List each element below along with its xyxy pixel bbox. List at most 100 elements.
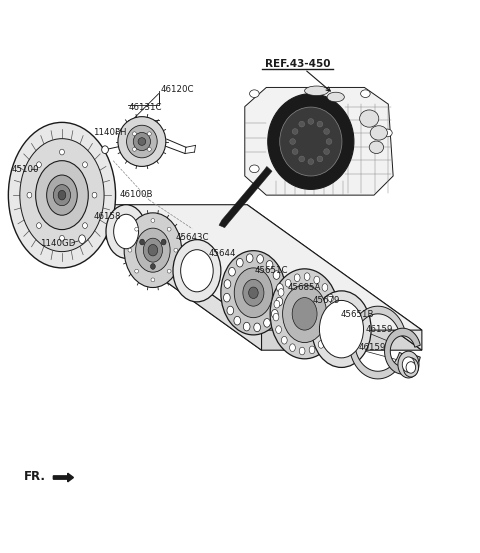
- Ellipse shape: [273, 271, 280, 279]
- Polygon shape: [349, 306, 405, 379]
- Ellipse shape: [138, 138, 146, 145]
- Ellipse shape: [320, 300, 363, 358]
- Text: 46120C: 46120C: [161, 85, 194, 95]
- Text: 45100: 45100: [11, 165, 39, 174]
- Ellipse shape: [224, 293, 230, 302]
- Ellipse shape: [144, 238, 162, 262]
- Text: 46159: 46159: [359, 343, 386, 352]
- Ellipse shape: [20, 139, 104, 252]
- Text: FR.: FR.: [24, 470, 46, 483]
- Ellipse shape: [53, 185, 71, 206]
- Ellipse shape: [370, 126, 387, 140]
- Ellipse shape: [27, 192, 32, 198]
- Ellipse shape: [228, 268, 235, 276]
- Polygon shape: [87, 205, 262, 350]
- Ellipse shape: [264, 319, 270, 327]
- Ellipse shape: [237, 258, 243, 267]
- Ellipse shape: [280, 107, 342, 176]
- Ellipse shape: [133, 132, 151, 150]
- Ellipse shape: [8, 122, 116, 268]
- Ellipse shape: [292, 129, 298, 134]
- Ellipse shape: [360, 90, 370, 97]
- Ellipse shape: [114, 214, 139, 249]
- Ellipse shape: [234, 268, 273, 317]
- Ellipse shape: [308, 118, 314, 124]
- Ellipse shape: [60, 149, 64, 155]
- Ellipse shape: [324, 149, 329, 154]
- Ellipse shape: [329, 320, 335, 327]
- Ellipse shape: [276, 326, 281, 333]
- Ellipse shape: [102, 146, 108, 154]
- Ellipse shape: [127, 126, 157, 158]
- Ellipse shape: [308, 159, 314, 164]
- Ellipse shape: [314, 276, 320, 284]
- Ellipse shape: [135, 227, 139, 231]
- Ellipse shape: [276, 284, 283, 292]
- Ellipse shape: [328, 294, 334, 302]
- Ellipse shape: [318, 341, 324, 348]
- Ellipse shape: [250, 90, 259, 97]
- Ellipse shape: [317, 121, 323, 127]
- Ellipse shape: [124, 213, 181, 288]
- Ellipse shape: [278, 289, 284, 296]
- Ellipse shape: [135, 269, 139, 273]
- Ellipse shape: [285, 279, 291, 287]
- Ellipse shape: [304, 273, 310, 280]
- Ellipse shape: [324, 129, 329, 134]
- Ellipse shape: [402, 357, 415, 372]
- Ellipse shape: [132, 148, 136, 151]
- Text: 46158: 46158: [94, 212, 121, 221]
- Ellipse shape: [309, 346, 315, 354]
- Text: 1140FH: 1140FH: [93, 128, 126, 137]
- FancyArrow shape: [53, 473, 73, 482]
- Ellipse shape: [274, 300, 280, 308]
- Ellipse shape: [174, 248, 178, 252]
- Ellipse shape: [250, 165, 259, 173]
- Polygon shape: [247, 205, 422, 350]
- Ellipse shape: [128, 248, 132, 252]
- Ellipse shape: [406, 362, 416, 373]
- Ellipse shape: [136, 228, 170, 272]
- Ellipse shape: [294, 274, 300, 281]
- Text: 45685A: 45685A: [288, 283, 321, 291]
- Ellipse shape: [281, 336, 287, 344]
- Polygon shape: [219, 166, 272, 228]
- Ellipse shape: [289, 344, 295, 352]
- Polygon shape: [87, 205, 422, 330]
- Polygon shape: [245, 87, 393, 195]
- Ellipse shape: [299, 347, 305, 355]
- Ellipse shape: [369, 141, 384, 154]
- Ellipse shape: [254, 323, 261, 332]
- Ellipse shape: [36, 223, 41, 228]
- Ellipse shape: [227, 306, 234, 315]
- Ellipse shape: [221, 251, 286, 335]
- Ellipse shape: [132, 132, 136, 135]
- Text: 45651B: 45651B: [340, 310, 374, 319]
- Ellipse shape: [268, 93, 354, 189]
- Text: 46131C: 46131C: [129, 103, 162, 112]
- Ellipse shape: [326, 139, 332, 144]
- Ellipse shape: [305, 86, 328, 96]
- Ellipse shape: [276, 297, 283, 306]
- Ellipse shape: [322, 284, 328, 291]
- Ellipse shape: [151, 218, 155, 222]
- Ellipse shape: [151, 264, 156, 269]
- Ellipse shape: [148, 244, 157, 256]
- Ellipse shape: [243, 279, 264, 306]
- Ellipse shape: [383, 129, 392, 137]
- Polygon shape: [87, 225, 422, 350]
- Text: 1140GD: 1140GD: [40, 239, 75, 248]
- Ellipse shape: [299, 121, 305, 127]
- Ellipse shape: [47, 175, 77, 215]
- Ellipse shape: [167, 227, 171, 231]
- Ellipse shape: [83, 223, 87, 228]
- Ellipse shape: [317, 156, 323, 162]
- Ellipse shape: [249, 287, 258, 299]
- Ellipse shape: [161, 239, 166, 245]
- Ellipse shape: [360, 110, 379, 127]
- Ellipse shape: [58, 190, 66, 200]
- Ellipse shape: [266, 260, 273, 269]
- Text: 46159: 46159: [365, 325, 393, 333]
- Ellipse shape: [257, 254, 264, 263]
- Text: 45643C: 45643C: [175, 233, 209, 242]
